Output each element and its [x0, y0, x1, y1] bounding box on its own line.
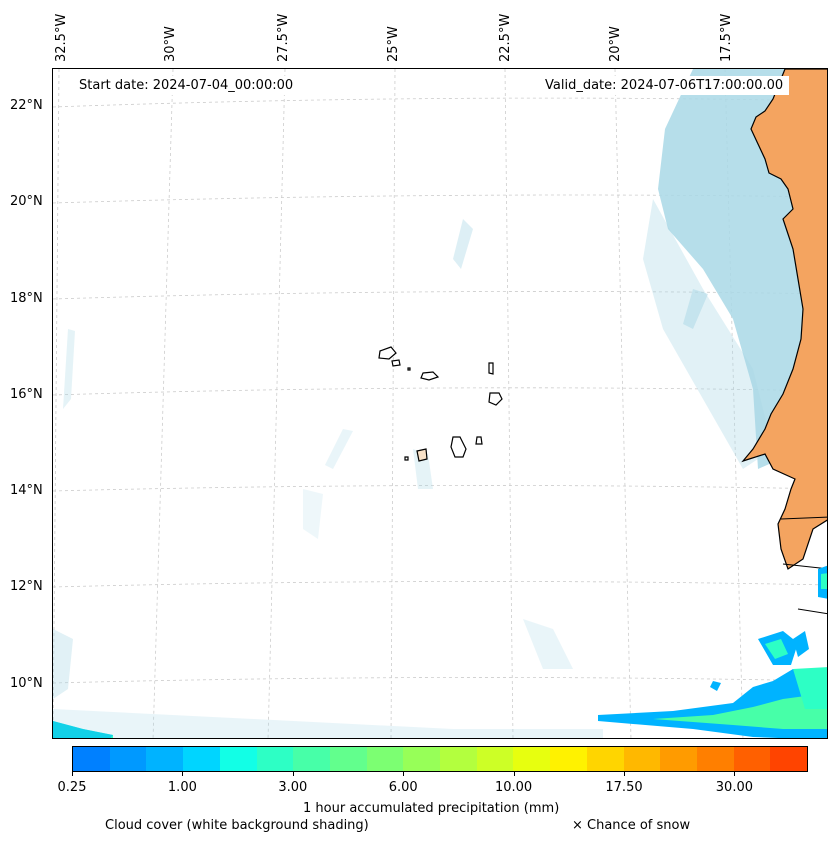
- colorbar-tick-label: 1.00: [167, 780, 197, 795]
- colorbar-tickmark: [513, 772, 515, 776]
- latitude-label: 14°N: [10, 483, 43, 498]
- valid-date-label: Valid_date: 2024-07-06T17:00:00.00: [539, 76, 790, 95]
- colorbar-swatch: [109, 747, 147, 771]
- africa-land: [741, 69, 827, 570]
- latitude-label: 20°N: [10, 194, 43, 209]
- colorbar-tickmark: [182, 772, 184, 776]
- colorbar-swatch: [770, 747, 808, 771]
- longitude-label: 27.5°W: [276, 13, 291, 62]
- latitude-label: 10°N: [10, 676, 43, 691]
- colorbar-swatch: [256, 747, 294, 771]
- colorbar-swatch: [623, 747, 661, 771]
- latitude-label: 12°N: [10, 579, 43, 594]
- latitude-label: 18°N: [10, 291, 43, 306]
- cloud-cover-shading: [53, 69, 827, 738]
- colorbar-swatch: [733, 747, 771, 771]
- colorbar-swatch: [329, 747, 367, 771]
- colorbar-swatch: [219, 747, 257, 771]
- colorbar-tickmark: [72, 772, 73, 776]
- colorbar-tick-label: 10.00: [494, 780, 533, 795]
- latitude-label: 22°N: [10, 98, 43, 113]
- colorbar-swatch: [696, 747, 734, 771]
- colorbar-swatch: [476, 747, 514, 771]
- cape-verde-islands: [378, 346, 503, 462]
- colorbar-swatch: [513, 747, 551, 771]
- colorbar-tick-label: 0.25: [57, 780, 87, 795]
- longitude-label: 20°W: [608, 26, 623, 62]
- colorbar-tick-label: 6.00: [388, 780, 418, 795]
- colorbar-tickmark: [734, 772, 736, 776]
- map-panel[interactable]: [52, 68, 828, 739]
- start-date-label: Start date: 2024-07-04_00:00:00: [73, 76, 300, 95]
- colorbar-tick-label: 17.50: [605, 780, 643, 795]
- longitude-label: 22.5°W: [498, 13, 513, 62]
- colorbar-label: 1 hour accumulated precipitation (mm): [303, 801, 560, 816]
- latitude-label: 16°N: [10, 387, 43, 402]
- precipitation-colorbar: [72, 746, 808, 772]
- precipitation-areas: [53, 565, 827, 738]
- longitude-label: 25°W: [386, 26, 401, 62]
- colorbar-tickmark: [403, 772, 405, 776]
- colorbar-swatch: [366, 747, 404, 771]
- longitude-label: 17.5°W: [719, 13, 734, 62]
- colorbar-tick-label: 30.00: [715, 780, 753, 795]
- colorbar-swatch: [440, 747, 477, 771]
- longitude-label: 32.5°W: [54, 13, 69, 62]
- colorbar-tickmark: [292, 772, 294, 776]
- map-canvas: [53, 69, 827, 738]
- colorbar-swatch: [293, 747, 330, 771]
- colorbar-swatch: [550, 747, 587, 771]
- colorbar-swatch: [146, 747, 184, 771]
- colorbar-tick-label: 3.00: [278, 780, 308, 795]
- colorbar-swatch: [183, 747, 220, 771]
- snow-caption: × Chance of snow: [572, 818, 691, 833]
- colorbar-tickmark: [624, 772, 625, 776]
- longitude-label: 30°W: [163, 26, 178, 62]
- colorbar-swatch: [403, 747, 441, 771]
- colorbar-swatch: [73, 747, 110, 771]
- cloud-cover-caption: Cloud cover (white background shading): [105, 818, 369, 833]
- colorbar-swatch: [660, 747, 697, 771]
- graticule: [53, 69, 827, 738]
- colorbar-swatch: [586, 747, 624, 771]
